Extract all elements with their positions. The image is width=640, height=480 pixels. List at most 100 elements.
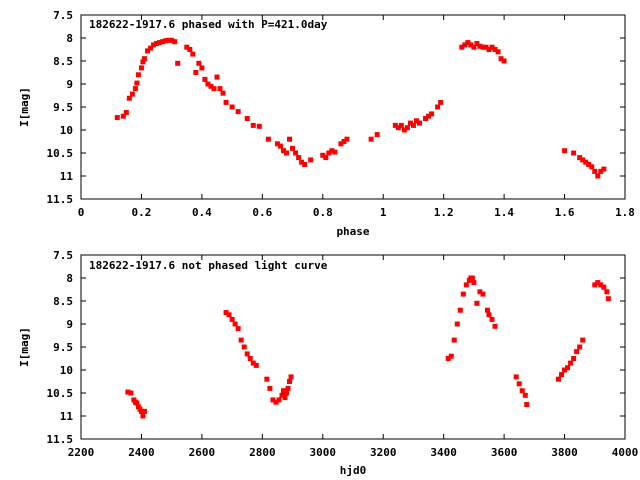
data-point: [229, 316, 235, 322]
data-point: [451, 337, 457, 343]
data-point: [463, 282, 469, 288]
data-point: [141, 408, 147, 414]
data-point: [374, 132, 380, 138]
data-point: [138, 408, 144, 414]
data-point: [114, 115, 120, 121]
data-point: [235, 109, 241, 115]
data-point: [282, 395, 288, 401]
data-point: [279, 392, 285, 398]
data-point: [568, 360, 574, 366]
x-tick-label: 3200: [370, 446, 397, 459]
data-point: [577, 155, 583, 161]
data-point: [144, 48, 150, 54]
panel-unphased: 2200 2400 2600 2800 3000 3200 3400 3600 3800 4000…: [18, 249, 638, 477]
y-tick-label: 11.5: [47, 193, 74, 206]
data-point: [223, 99, 229, 105]
data-point: [577, 344, 583, 350]
data-point: [586, 162, 592, 167]
data-point: [595, 280, 601, 286]
data-point: [556, 376, 562, 382]
data-point: [471, 44, 477, 50]
x-tick-label: 1: [380, 206, 387, 219]
data-point: [154, 41, 160, 47]
data-point: [241, 344, 247, 350]
data-point: [247, 356, 253, 361]
y-tick-label: 7.5: [53, 249, 73, 262]
data-point: [477, 43, 483, 49]
data-point: [519, 388, 525, 394]
plot-frame: [80, 254, 626, 440]
data-point: [592, 168, 598, 174]
data-point: [264, 376, 270, 382]
data-point: [232, 321, 238, 327]
data-point: [148, 45, 154, 51]
data-point: [435, 104, 441, 110]
chart-title: 182622-1917.6 not phased light curve: [89, 259, 328, 272]
data-point: [598, 282, 604, 288]
data-point: [166, 37, 172, 43]
data-point: [141, 56, 147, 62]
data-point: [238, 337, 244, 343]
x-tick-label: 2400: [128, 446, 155, 459]
y-tick-label: 10.5: [47, 387, 74, 400]
data-point: [392, 122, 398, 128]
y-tick-label: 9: [66, 78, 73, 91]
data-point: [196, 60, 202, 66]
data-point: [344, 136, 350, 142]
data-point: [135, 72, 141, 78]
y-tick-label: 10: [60, 124, 73, 137]
data-point: [595, 173, 601, 179]
data-points: [114, 37, 607, 179]
data-point: [293, 150, 299, 156]
data-point: [329, 148, 335, 154]
y-tick-label: 8.5: [53, 55, 73, 68]
data-point: [123, 110, 129, 116]
x-tick-label: 3400: [430, 446, 457, 459]
data-point: [492, 323, 498, 329]
x-tick-label: 0.8: [313, 206, 333, 219]
data-point: [140, 413, 146, 419]
x-tick-label: 3600: [491, 446, 518, 459]
data-point: [280, 388, 286, 394]
data-point: [129, 91, 135, 97]
y-tick-label: 8: [66, 272, 73, 285]
data-point: [489, 316, 495, 322]
data-point: [211, 86, 217, 92]
data-point: [457, 307, 463, 313]
data-point: [187, 47, 193, 52]
data-point: [483, 44, 489, 50]
x-tick-label: 0.4: [192, 206, 212, 219]
data-point: [605, 296, 611, 302]
x-tick-label: 2800: [249, 446, 276, 459]
data-point: [574, 349, 580, 355]
data-point: [460, 291, 466, 297]
data-point: [604, 289, 610, 295]
data-point: [601, 166, 607, 172]
data-point: [338, 141, 344, 147]
x-tick-label: 2200: [68, 446, 95, 459]
data-point: [489, 44, 495, 50]
y-tick-label: 10.5: [47, 147, 74, 160]
data-point: [465, 40, 471, 46]
data-point: [486, 312, 492, 318]
y-tick-label: 11.5: [47, 433, 74, 446]
data-point: [426, 113, 432, 119]
data-point: [184, 44, 190, 50]
data-point: [217, 86, 223, 92]
data-point: [193, 70, 199, 75]
data-point: [160, 39, 166, 45]
y-axis-title: I[mag]: [18, 87, 31, 127]
data-point: [302, 162, 308, 167]
x-tick-label: 1.2: [434, 206, 454, 219]
data-point: [277, 143, 283, 149]
data-point: [580, 337, 586, 343]
data-point: [157, 40, 163, 46]
x-tick-label: 2600: [189, 446, 216, 459]
x-tick-label: 4000: [612, 446, 639, 459]
data-point: [169, 37, 175, 43]
x-tick-label: 0: [78, 206, 85, 219]
data-points: [125, 275, 611, 419]
data-point: [469, 275, 475, 281]
data-point: [323, 155, 329, 161]
data-point: [290, 145, 296, 151]
